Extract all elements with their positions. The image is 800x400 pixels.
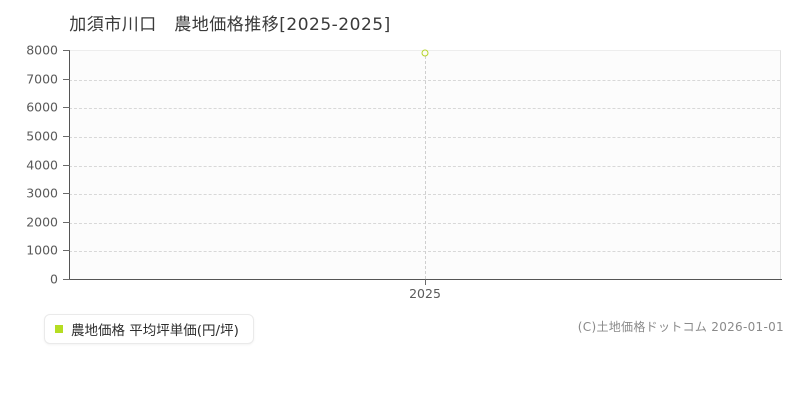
y-axis-tick-label: 8000 <box>26 42 58 58</box>
legend-item-label: 農地価格 平均坪単価(円/坪) <box>71 323 239 339</box>
y-axis-tick-label: 4000 <box>26 157 58 172</box>
x-axis-tick-mark <box>425 279 426 285</box>
plot-area <box>69 50 781 279</box>
chart-legend[interactable]: 農地価格 平均坪単価(円/坪) <box>44 314 254 344</box>
y-axis-tick-label: 3000 <box>26 185 58 201</box>
gridline-horizontal <box>69 251 780 253</box>
gridline-horizontal <box>69 194 780 196</box>
gridline-horizontal <box>69 136 780 138</box>
gridline-horizontal <box>69 222 780 224</box>
y-axis-tick-mark <box>63 164 70 166</box>
y-axis-tick-mark <box>63 50 70 51</box>
legend-color-swatch-icon <box>55 325 63 333</box>
y-axis-tick-label: 6000 <box>26 99 58 115</box>
y-axis-tick-label: 2000 <box>26 214 58 230</box>
gridline-horizontal <box>69 108 780 110</box>
x-axis-tick-label: 2025 <box>409 286 441 301</box>
gridline-horizontal <box>69 79 780 81</box>
y-axis-tick-mark <box>63 221 70 223</box>
copyright-credit: (C)土地価格ドットコム 2026-01-01 <box>577 320 784 334</box>
chart-title: 加須市川口 農地価格推移[2025-2025] <box>69 15 391 35</box>
y-axis-tick-mark <box>63 107 70 109</box>
y-axis-tick-label: 5000 <box>26 128 58 144</box>
gridline-horizontal <box>69 165 780 167</box>
y-axis-tick-mark <box>63 279 70 280</box>
gridline-vertical <box>425 51 426 279</box>
y-axis-tick-label: 7000 <box>26 71 58 87</box>
y-axis-tick-mark <box>63 78 70 80</box>
y-axis-tick-mark <box>63 193 70 195</box>
data-point-marker[interactable] <box>421 49 429 57</box>
y-axis-tick-label: 0 <box>50 271 58 287</box>
y-axis-tick-mark <box>63 135 70 137</box>
y-axis-tick-mark <box>63 250 70 252</box>
y-axis-tick-label: 1000 <box>26 242 58 258</box>
